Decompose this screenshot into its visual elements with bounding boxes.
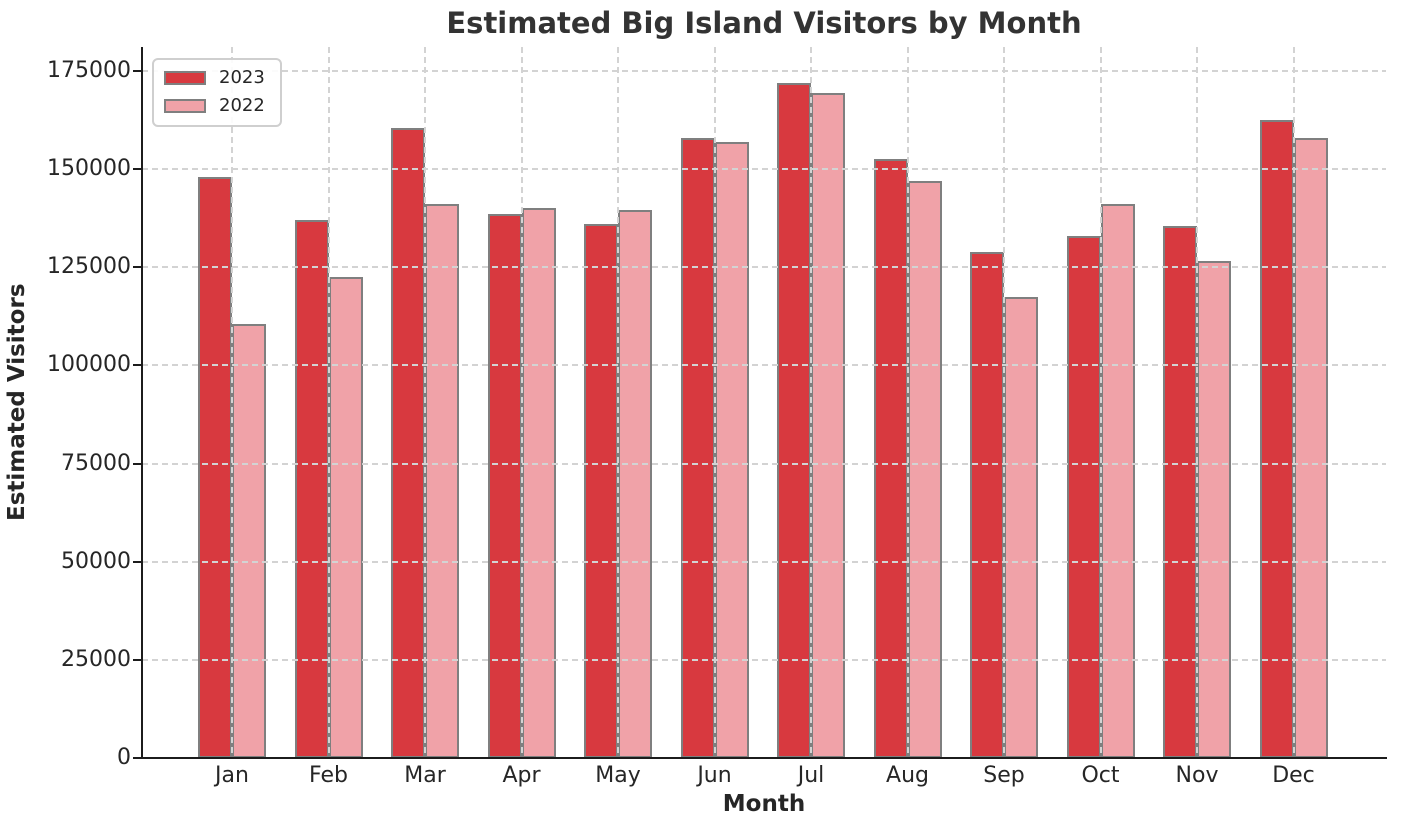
y-tick-label: 50000 [61, 548, 131, 574]
x-gridline [1099, 47, 1102, 758]
y-tick [133, 364, 142, 367]
x-axis-label: Month [722, 791, 806, 817]
bar-2023-nov [1163, 226, 1197, 758]
x-tick-label: Oct [1081, 763, 1120, 788]
y-gridline [142, 266, 1386, 269]
x-tick-label: Feb [309, 763, 348, 788]
y-gridline [142, 168, 1386, 171]
y-tick-label: 25000 [61, 646, 131, 672]
bar-2023-jul [777, 83, 811, 758]
legend-swatch-2023 [164, 71, 206, 85]
bar-2022-feb [328, 277, 363, 758]
bar-2022-jun [714, 142, 749, 758]
bar-2022-may [618, 210, 652, 758]
chart-title: Estimated Big Island Visitors by Month [446, 6, 1082, 40]
legend: 2023 2022 [152, 58, 282, 127]
bar-2022-aug [907, 181, 942, 758]
y-tick-label: 0 [117, 745, 131, 770]
y-gridline [142, 462, 1386, 465]
bar-2022-mar [425, 204, 459, 758]
bar-2023-mar [391, 128, 425, 758]
y-tick-label: 125000 [47, 254, 131, 280]
bar-2022-nov [1197, 261, 1231, 758]
y-gridline [142, 560, 1386, 563]
y-gridline [142, 658, 1386, 661]
y-axis-spine [141, 47, 143, 758]
bar-2023-aug [873, 159, 908, 758]
y-tick [133, 560, 142, 563]
x-gridline [231, 47, 233, 758]
x-tick-label: Mar [404, 763, 446, 788]
x-tick-label: Aug [886, 763, 929, 788]
y-tick-label: 175000 [47, 58, 131, 83]
x-gridline [713, 47, 716, 758]
x-tick-label: Jan [215, 763, 249, 788]
legend-item-2022: 2022 [164, 97, 265, 115]
x-axis-spine [140, 757, 1387, 759]
plot-area: 2023 2022 [140, 47, 1387, 759]
x-tick-label: Jun [697, 763, 732, 788]
x-tick-label: Apr [502, 763, 541, 788]
bar-2022-sep [1004, 297, 1038, 758]
x-gridline [810, 47, 812, 758]
y-gridline [142, 364, 1386, 367]
x-tick-label: Nov [1175, 763, 1219, 788]
y-tick-label: 100000 [47, 352, 131, 378]
bar-2022-dec [1293, 138, 1328, 758]
y-tick [133, 70, 142, 72]
x-tick-label: Dec [1272, 763, 1315, 788]
bar-2023-dec [1259, 120, 1294, 758]
x-tick-label: Sep [983, 763, 1025, 788]
x-gridline [1003, 47, 1005, 758]
y-gridline [142, 70, 1386, 72]
y-tick [133, 266, 142, 269]
legend-label-2022: 2022 [219, 95, 265, 116]
x-tick-label: Jul [797, 763, 825, 788]
x-gridline [1196, 47, 1198, 758]
bar-2023-sep [970, 252, 1004, 758]
bar-2023-oct [1066, 236, 1101, 758]
legend-swatch-2022 [164, 99, 206, 113]
y-tick [133, 658, 142, 661]
bar-2022-oct [1100, 204, 1135, 758]
x-gridline [327, 47, 330, 758]
y-tick [133, 757, 142, 759]
y-tick-label: 75000 [61, 450, 131, 476]
bar-2022-apr [521, 208, 556, 758]
legend-label-2023: 2023 [219, 67, 265, 88]
x-gridline [617, 47, 619, 758]
bar-2022-jan [232, 324, 266, 758]
x-gridline [1292, 47, 1295, 758]
bar-2022-jul [811, 93, 845, 758]
x-gridline [906, 47, 909, 758]
bar-2023-feb [294, 220, 329, 758]
bar-2023-may [584, 224, 618, 758]
x-gridline [520, 47, 523, 758]
y-tick [133, 462, 142, 465]
legend-item-2023: 2023 [164, 69, 265, 87]
bar-2023-jan [198, 177, 232, 758]
bar-2023-jun [680, 138, 715, 758]
y-tick [133, 168, 142, 171]
x-gridline [424, 47, 426, 758]
y-tick-label: 150000 [47, 156, 131, 182]
x-tick-label: May [595, 763, 641, 788]
bar-2023-apr [487, 214, 522, 758]
